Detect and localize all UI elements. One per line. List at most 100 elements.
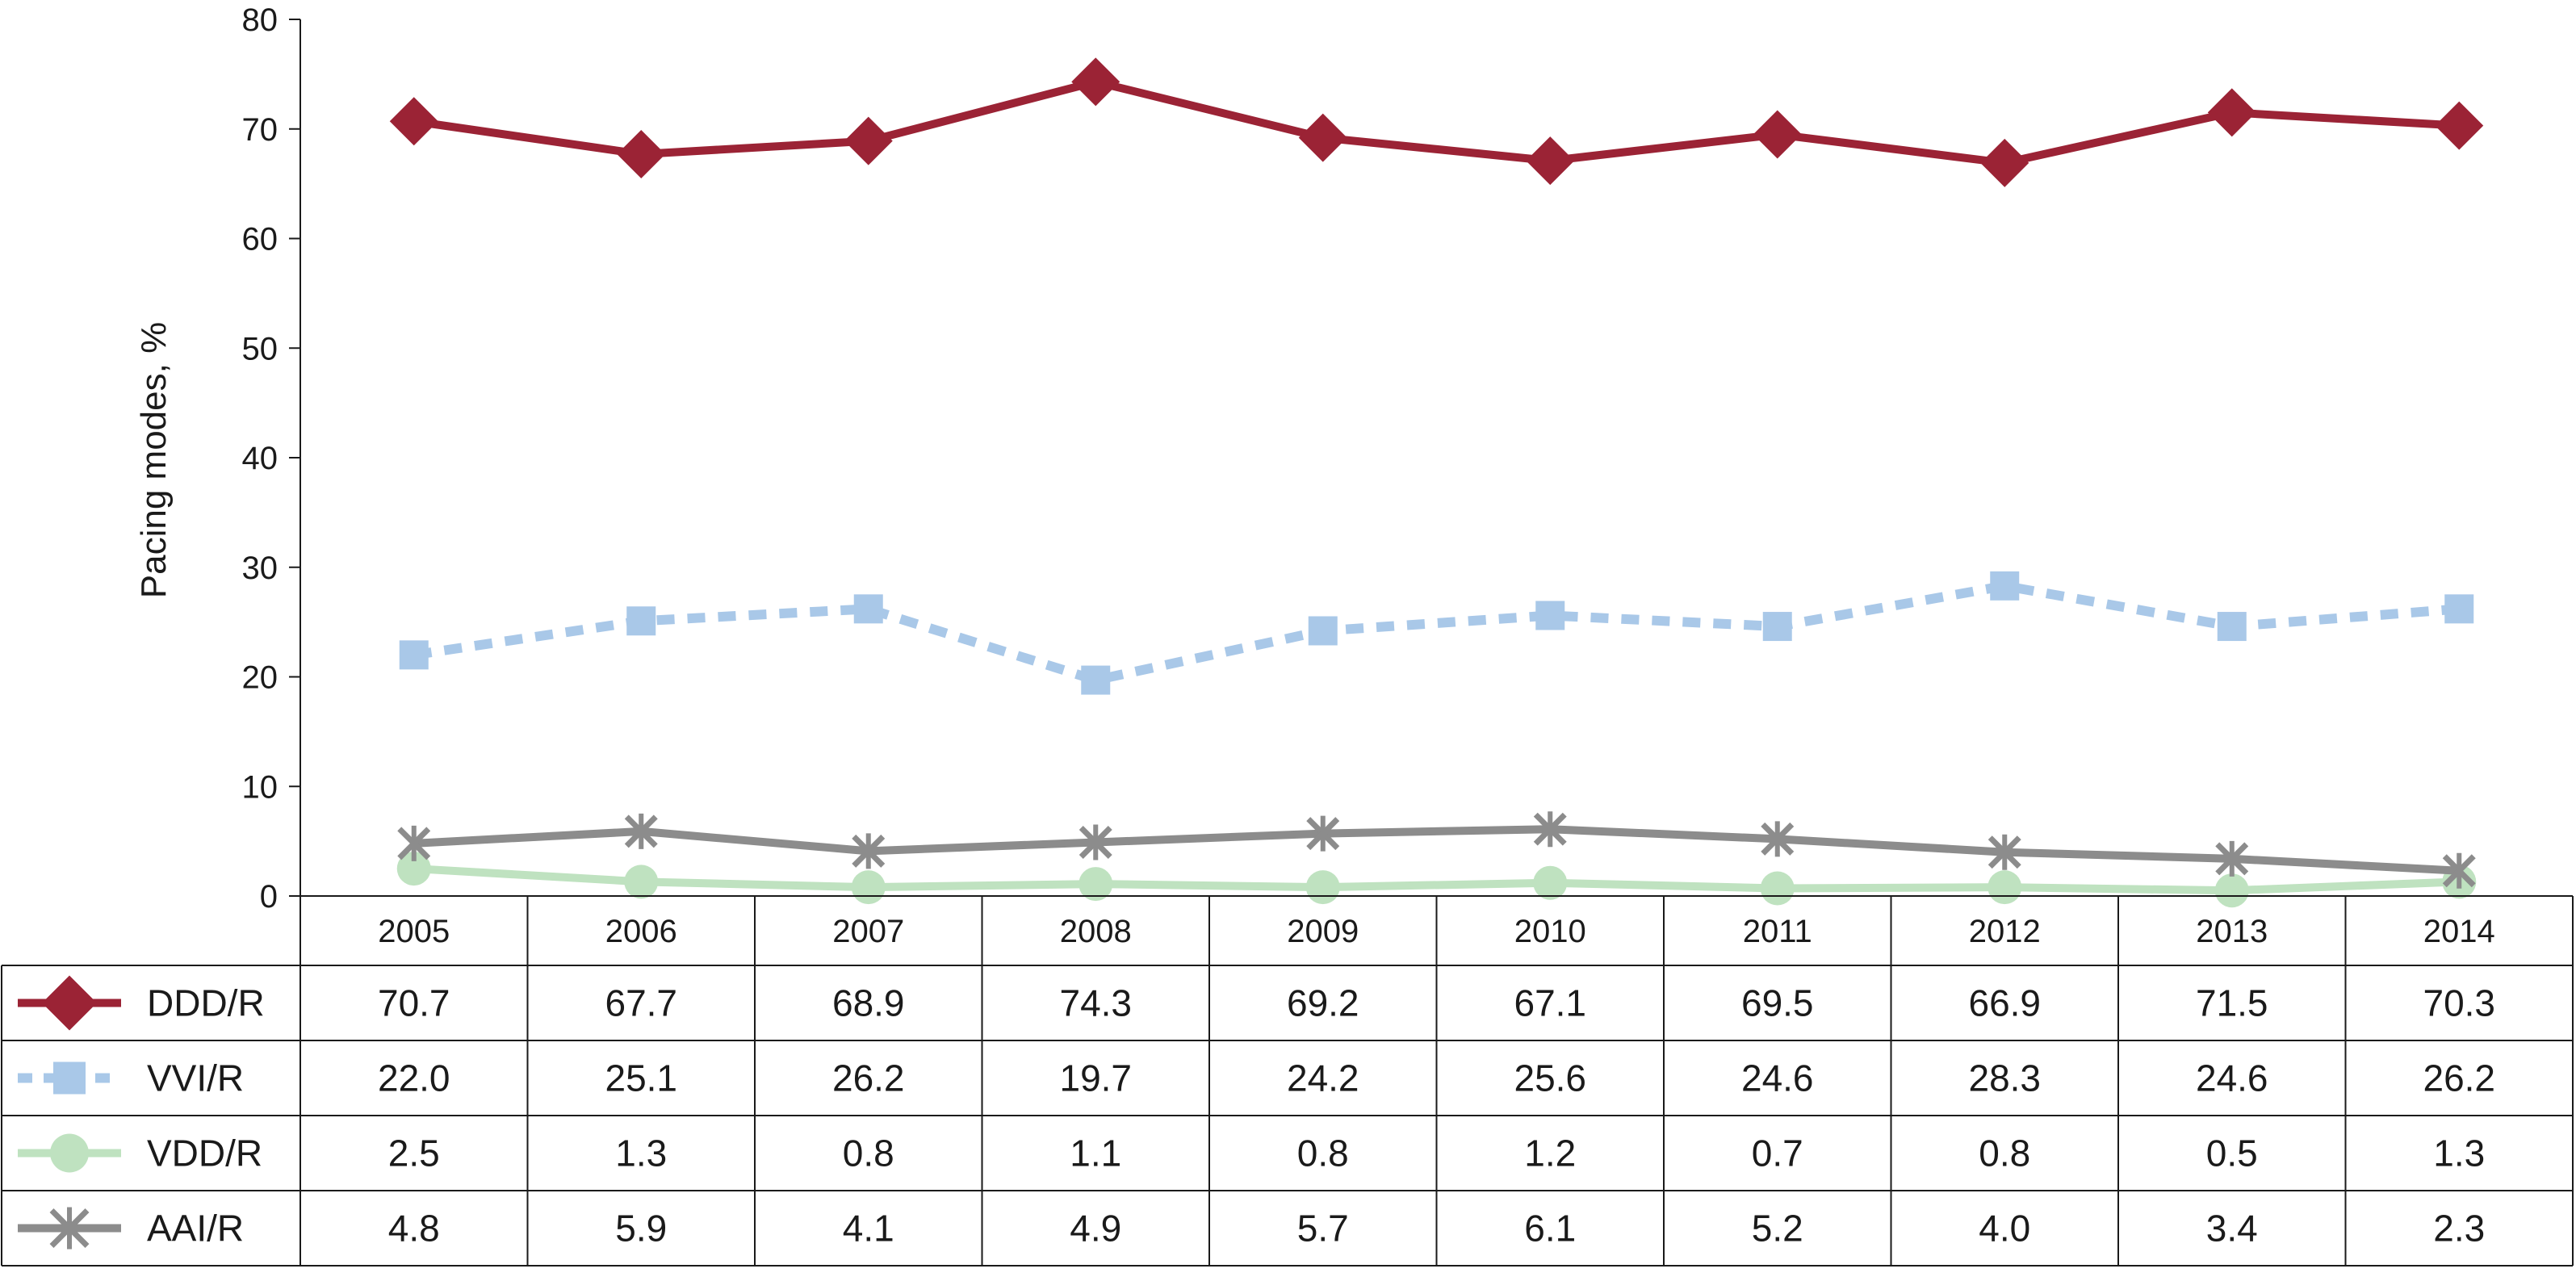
data-point-vdd-r bbox=[851, 870, 886, 905]
data-point-ddd-r bbox=[389, 97, 438, 146]
x-tick-label: 2010 bbox=[1514, 914, 1586, 949]
y-tick-label: 0 bbox=[260, 879, 278, 915]
legend-marker-vvi-r bbox=[53, 1061, 86, 1095]
data-label-ddd-r: 67.1 bbox=[1514, 982, 1586, 1024]
data-label-aai-r: 2.3 bbox=[2433, 1208, 2485, 1250]
series-line-vvi-r bbox=[413, 580, 2460, 685]
data-point-aai-r bbox=[1306, 815, 1340, 852]
data-point-vdd-r bbox=[1987, 870, 2022, 905]
data-label-aai-r: 3.4 bbox=[2206, 1208, 2258, 1250]
data-point-vvi-r bbox=[2444, 594, 2474, 624]
data-table: 2005 2006 2007 2008 2009 2010 2011 2012 2013 2014… bbox=[1, 895, 2574, 1267]
data-label-vvi-r: 28.3 bbox=[1968, 1057, 2041, 1099]
legend-marker-aai-r bbox=[49, 1207, 90, 1250]
data-label-aai-r: 5.2 bbox=[1752, 1208, 1803, 1250]
data-point-vdd-r bbox=[1079, 867, 1113, 902]
data-point-aai-r bbox=[624, 813, 658, 849]
data-label-vvi-r: 19.7 bbox=[1059, 1057, 1132, 1099]
y-tick-label: 60 bbox=[242, 222, 279, 257]
data-label-ddd-r: 70.7 bbox=[378, 982, 450, 1024]
data-label-aai-r: 4.0 bbox=[1979, 1208, 2030, 1250]
data-label-vdd-r: 1.2 bbox=[1524, 1133, 1576, 1174]
data-point-aai-r bbox=[2215, 840, 2249, 877]
data-point-vdd-r bbox=[624, 865, 659, 899]
series-line-vdd-r bbox=[413, 865, 2460, 895]
data-point-ddd-r bbox=[1526, 136, 1575, 186]
data-label-vdd-r: 1.3 bbox=[615, 1133, 667, 1174]
data-label-vdd-r: 0.8 bbox=[1297, 1133, 1349, 1174]
data-label-aai-r: 5.7 bbox=[1297, 1208, 1349, 1250]
x-tick-label: 2009 bbox=[1287, 914, 1359, 949]
data-label-aai-r: 4.1 bbox=[843, 1208, 894, 1250]
y-tick-label: 50 bbox=[242, 331, 279, 366]
y-tick-label: 10 bbox=[242, 769, 279, 805]
y-tick-label: 80 bbox=[242, 2, 279, 38]
data-label-ddd-r: 71.5 bbox=[2196, 982, 2268, 1024]
x-tick-label: 2008 bbox=[1060, 914, 1132, 949]
x-tick-label: 2011 bbox=[1743, 914, 1812, 949]
x-tick-label: 2014 bbox=[2423, 914, 2495, 949]
y-tick-label: 70 bbox=[242, 112, 279, 148]
data-label-ddd-r: 70.3 bbox=[2423, 982, 2495, 1024]
data-label-ddd-r: 68.9 bbox=[832, 982, 905, 1024]
data-point-vvi-r bbox=[1990, 571, 2020, 601]
data-point-vdd-r bbox=[396, 852, 431, 886]
data-label-vvi-r: 25.1 bbox=[605, 1057, 677, 1099]
series-line-ddd-r bbox=[413, 77, 2460, 167]
y-axis-title: Pacing modes, % bbox=[134, 322, 174, 598]
data-label-vvi-r: 26.2 bbox=[2423, 1057, 2495, 1099]
data-point-vdd-r bbox=[1305, 870, 1340, 905]
legend-marker-vdd-r bbox=[50, 1133, 89, 1173]
data-label-ddd-r: 69.5 bbox=[1741, 982, 1814, 1024]
data-point-vvi-r bbox=[626, 606, 656, 636]
data-point-vdd-r bbox=[2214, 873, 2249, 908]
data-point-aai-r bbox=[1987, 834, 2021, 870]
legend-label-vdd-r: VDD/R bbox=[147, 1133, 262, 1174]
y-tick-label: 20 bbox=[242, 660, 279, 696]
data-label-vdd-r: 0.7 bbox=[1752, 1133, 1803, 1174]
data-point-vvi-r bbox=[853, 594, 883, 624]
plot-area: 0 10 20 30 40 50 60 70 80 bbox=[242, 2, 2484, 915]
data-point-vvi-r bbox=[1308, 616, 1338, 646]
series-line-aai-r bbox=[413, 825, 2460, 875]
data-point-ddd-r bbox=[2435, 101, 2484, 150]
data-label-vdd-r: 0.8 bbox=[1979, 1133, 2030, 1174]
data-label-aai-r: 4.8 bbox=[388, 1208, 440, 1250]
data-point-aai-r bbox=[1761, 821, 1795, 857]
legend-label-aai-r: AAI/R bbox=[147, 1208, 244, 1250]
data-label-aai-r: 5.9 bbox=[615, 1208, 667, 1250]
data-label-vdd-r: 1.1 bbox=[1070, 1133, 1121, 1174]
data-label-vdd-r: 2.5 bbox=[388, 1133, 440, 1174]
x-tick-label: 2006 bbox=[605, 914, 677, 949]
data-label-vdd-r: 1.3 bbox=[2433, 1133, 2485, 1174]
data-point-ddd-r bbox=[2207, 88, 2256, 137]
data-point-ddd-r bbox=[1071, 57, 1120, 107]
data-point-vdd-r bbox=[1760, 871, 1795, 906]
data-point-aai-r bbox=[2442, 852, 2476, 889]
data-point-aai-r bbox=[852, 833, 886, 869]
x-tick-label: 2007 bbox=[832, 914, 904, 949]
data-point-ddd-r bbox=[844, 116, 893, 165]
data-point-vvi-r bbox=[399, 640, 429, 670]
x-tick-label: 2013 bbox=[2196, 914, 2268, 949]
data-point-ddd-r bbox=[617, 129, 666, 178]
legend-marker-ddd-r bbox=[42, 975, 97, 1031]
data-label-ddd-r: 74.3 bbox=[1059, 982, 1132, 1024]
data-label-vdd-r: 0.5 bbox=[2206, 1133, 2258, 1174]
data-label-vvi-r: 25.6 bbox=[1514, 1057, 1586, 1099]
data-point-vvi-r bbox=[1081, 665, 1111, 695]
data-point-aai-r bbox=[1533, 811, 1567, 848]
data-label-vvi-r: 26.2 bbox=[832, 1057, 905, 1099]
legend-label-vvi-r: VVI/R bbox=[147, 1057, 244, 1099]
data-label-vvi-r: 24.6 bbox=[1741, 1057, 1814, 1099]
data-label-ddd-r: 66.9 bbox=[1968, 982, 2041, 1024]
data-point-vvi-r bbox=[1535, 601, 1565, 630]
data-label-ddd-r: 69.2 bbox=[1287, 982, 1359, 1024]
y-tick-label: 40 bbox=[242, 441, 279, 476]
data-label-vvi-r: 24.2 bbox=[1287, 1057, 1359, 1099]
data-label-vvi-r: 22.0 bbox=[378, 1057, 450, 1099]
data-point-aai-r bbox=[397, 825, 431, 861]
data-point-ddd-r bbox=[1980, 138, 2029, 187]
legend-label-ddd-r: DDD/R bbox=[147, 982, 265, 1024]
